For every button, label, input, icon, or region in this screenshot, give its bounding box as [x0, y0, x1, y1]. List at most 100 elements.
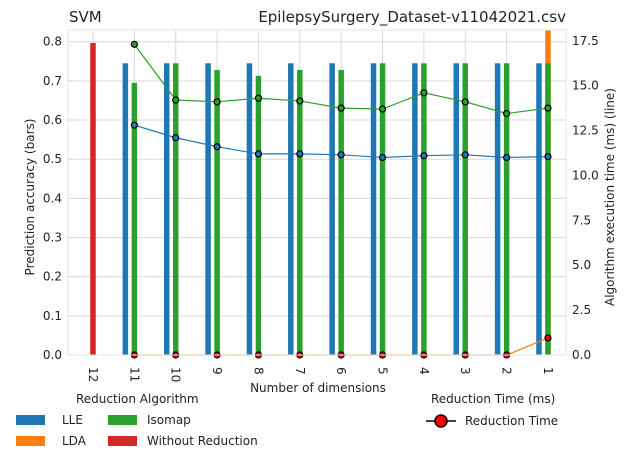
legend-title-time: Reduction Time (ms) — [431, 392, 556, 406]
y-axis-label-left: Prediction accuracy (bars) — [23, 119, 37, 276]
x-tick-label: 7 — [293, 367, 307, 375]
bar-isomap — [421, 63, 427, 355]
bar-isomap — [503, 63, 510, 355]
y-tick-label-left: 0.8 — [43, 35, 62, 49]
bar-isomap — [545, 63, 551, 355]
point-lle — [337, 151, 345, 159]
point-isomap — [130, 40, 138, 48]
point-isomap — [420, 89, 428, 97]
y-tick-label-right: 0.0 — [572, 348, 591, 362]
x-tick-label: 5 — [376, 367, 390, 375]
y-tick-label-left: 0.1 — [43, 309, 62, 323]
bar-lle — [246, 63, 253, 355]
legend-item-isomap: Isomap — [108, 413, 191, 427]
bar-without-reduction — [90, 42, 96, 355]
bar-lle — [412, 63, 418, 355]
bar-isomap — [255, 75, 262, 355]
bar-isomap — [172, 63, 179, 355]
point-lle — [130, 121, 138, 129]
y-tick-label-left: 0.5 — [43, 152, 62, 166]
x-tick-label: 1 — [541, 367, 555, 375]
point-lle — [296, 150, 304, 158]
x-tick-label: 8 — [251, 367, 265, 375]
legend-item-reduction-time: Reduction Time — [425, 413, 558, 429]
bar-lle — [370, 63, 377, 355]
x-tick-label: 11 — [127, 367, 141, 382]
point-isomap — [337, 104, 345, 112]
y-tick-label-left: 0.3 — [43, 231, 62, 245]
bars — [90, 30, 551, 355]
bar-isomap — [338, 69, 344, 355]
point-lle — [254, 150, 263, 158]
bar-isomap — [379, 63, 386, 355]
legend-item-without-reduction: Without Reduction — [108, 434, 258, 448]
y-tick-label-left: 0.7 — [43, 74, 62, 88]
axes: 0.0 0.1 0.2 0.3 0.4 0.5 0.6 0.7 0.8 0.0 2.5 5.0 7.5 1… — [43, 29, 599, 382]
x-tick-label: 3 — [458, 367, 472, 375]
y-tick-label-right: 17.5 — [572, 34, 599, 48]
y-axis-label-right: Algorithm execution time (ms) (line) — [603, 88, 617, 306]
y-tick-label-right: 2.5 — [572, 303, 591, 317]
bar-isomap — [214, 69, 220, 355]
bar-isomap — [297, 69, 303, 355]
reduction-time-marker-icon — [426, 414, 456, 428]
legend-swatch-isomap — [108, 415, 137, 425]
y-tick-label-left: 0.2 — [43, 270, 62, 284]
point-lle — [378, 153, 387, 162]
y-tick-label-right: 15.0 — [572, 79, 599, 93]
legend-swatch-lda — [16, 436, 45, 446]
point-isomap — [503, 109, 511, 118]
grid — [68, 30, 566, 356]
legend-title-algorithm: Reduction Algorithm — [76, 392, 199, 406]
bar-lle — [329, 63, 335, 355]
bar-lle — [163, 63, 170, 355]
point-isomap — [254, 94, 263, 102]
bar-lle — [205, 63, 211, 355]
point-isomap — [378, 105, 387, 113]
chart-title-left: SVM — [69, 8, 102, 26]
point-lle — [503, 153, 511, 162]
point-isomap — [296, 97, 304, 105]
bar-isomap — [462, 63, 468, 355]
y-tick-label-left: 0.4 — [43, 191, 62, 205]
bar-isomap — [131, 82, 138, 355]
legend-swatch-lle — [16, 415, 45, 425]
legend-item-lle: LLE — [16, 413, 83, 427]
point-lle — [172, 134, 180, 142]
point-lda — [544, 334, 552, 342]
x-axis-label: Number of dimensions — [250, 381, 386, 395]
y-tick-label-right: 10.0 — [572, 168, 599, 182]
bar-lle — [122, 63, 129, 355]
point-isomap — [461, 98, 469, 106]
x-tick-label: 9 — [210, 367, 224, 375]
point-isomap — [172, 96, 180, 104]
point-lle — [420, 152, 428, 160]
legend-swatch-without-reduction — [108, 436, 137, 446]
chart-title-right: EpilepsySurgery_Dataset-v11042021.csv — [258, 8, 566, 27]
plot-frame — [67, 29, 567, 356]
y-tick-label-right: 12.5 — [572, 124, 599, 138]
x-tick-label: 12 — [86, 367, 100, 382]
point-lle — [461, 151, 469, 159]
legend-label-isomap: Isomap — [147, 413, 191, 427]
point-lle — [213, 143, 221, 151]
bar-lle — [536, 63, 542, 355]
y-tick-label-left: 0.0 — [43, 348, 62, 362]
bar-lle — [288, 63, 294, 355]
point-isomap — [213, 98, 221, 106]
legend-label-lda: LDA — [62, 434, 86, 448]
legend-label-without-reduction: Without Reduction — [147, 434, 258, 448]
bar-lle — [494, 63, 501, 355]
point-lle — [544, 152, 552, 161]
legend-label-lle: LLE — [62, 413, 83, 427]
legend-item-lda: LDA — [16, 434, 86, 448]
x-tick-label: 4 — [417, 367, 431, 375]
x-tick-label: 2 — [500, 367, 514, 375]
legend-label-reduction-time: Reduction Time — [465, 414, 559, 428]
point-isomap — [544, 104, 552, 112]
bar-lle — [453, 63, 459, 355]
x-tick-label: 10 — [169, 367, 183, 382]
y-tick-label-right: 5.0 — [572, 258, 591, 272]
y-tick-label-right: 7.5 — [572, 213, 591, 227]
